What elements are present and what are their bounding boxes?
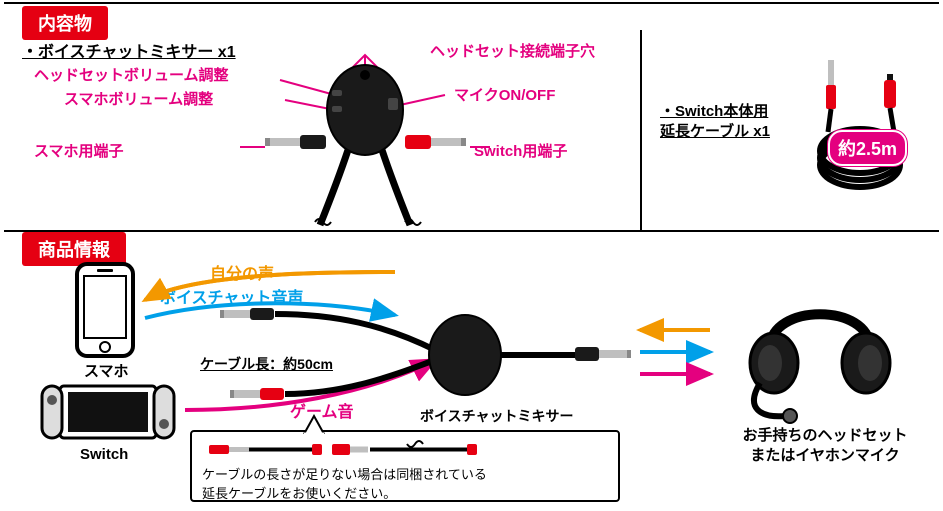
switch-label: Switch [80,446,128,463]
smartphone-icon [72,262,138,362]
frame-mid [4,230,939,232]
ext-cable-label1: ・Switch本体用 [660,100,768,121]
note-cable-diagram [202,438,612,462]
smartphone-label: スマホ [84,360,129,381]
callout-smartphone-jack: スマホ用端子 [34,140,124,161]
ext-cable-label2: 延長ケーブル x1 [660,120,770,141]
note-box-tail [300,414,330,436]
frame-top [4,2,939,4]
headset-label2: またはイヤホンマイク [720,444,930,465]
note-box: ケーブルの長さが足りない場合は同梱されている 延長ケーブルをお使いください。 [190,430,620,502]
section2-header: 商品情報 [22,232,126,266]
ext-cable-length-badge: 約2.5m [828,130,907,166]
callout-headset-volume: ヘッドセットボリューム調整 [34,64,229,85]
note-text-1: ケーブルの長さが足りない場合は同梱されている [202,464,608,483]
mixer-diagram [230,50,490,230]
headset-label1: お手持ちのヘッドセット [720,424,930,445]
vertical-divider [640,30,642,230]
mixer-item-label: ・ボイスチャットミキサー x1 [22,38,236,62]
mixer-label-s2: ボイスチャットミキサー [420,406,573,426]
note-text-2: 延長ケーブルをお使いください。 [202,483,608,502]
section1-header: 内容物 [22,6,108,40]
headset-icon [740,288,910,428]
callout-smartphone-volume: スマホボリューム調整 [64,88,213,109]
